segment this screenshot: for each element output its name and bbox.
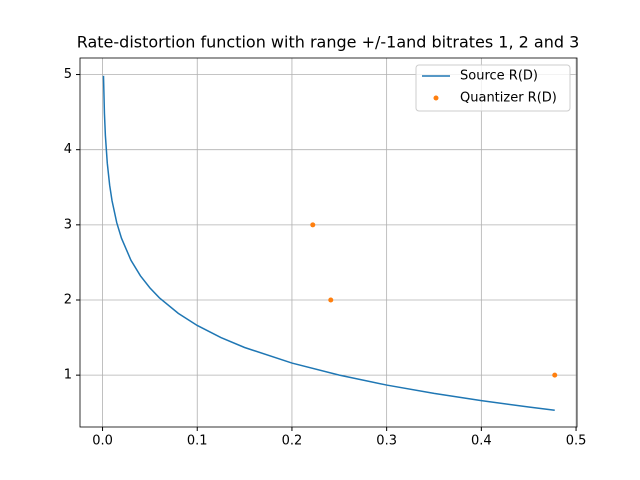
y-tick-label: 2 bbox=[64, 292, 72, 307]
chart-title: Rate-distortion function with range +/-1… bbox=[77, 33, 580, 52]
data-point bbox=[552, 372, 558, 378]
legend-label: Source R(D) bbox=[460, 69, 538, 84]
data-point bbox=[310, 222, 316, 228]
y-tick-label: 3 bbox=[64, 217, 72, 232]
x-tick-label: 0.0 bbox=[92, 434, 113, 449]
x-tick-label: 0.2 bbox=[282, 434, 303, 449]
axes-frame bbox=[79, 57, 578, 428]
y-tick-label: 1 bbox=[64, 368, 72, 383]
legend-marker bbox=[433, 95, 439, 101]
data-point bbox=[328, 297, 334, 303]
y-tick-label: 5 bbox=[64, 67, 72, 82]
y-tick-label: 4 bbox=[64, 142, 72, 157]
legend-label: Quantizer R(D) bbox=[460, 91, 557, 106]
x-tick-label: 0.3 bbox=[376, 434, 397, 449]
x-tick-label: 0.5 bbox=[566, 434, 587, 449]
legend-box bbox=[415, 64, 571, 112]
x-tick-label: 0.1 bbox=[187, 434, 208, 449]
x-tick-label: 0.4 bbox=[471, 434, 492, 449]
data-line bbox=[102, 75, 555, 411]
